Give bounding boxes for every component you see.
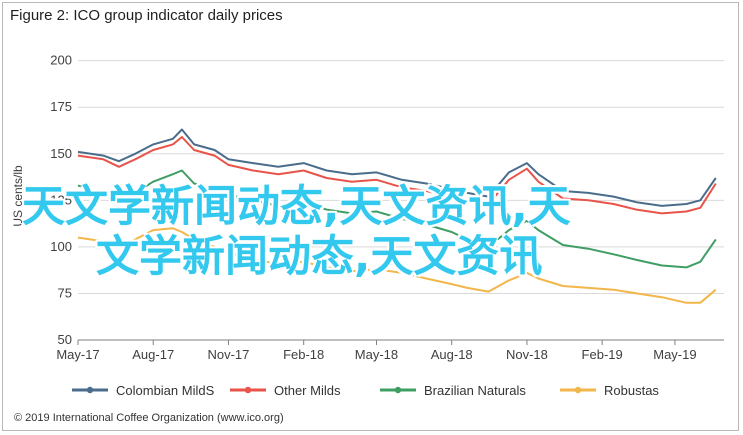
x-tick-label: Nov-18 [506, 347, 548, 362]
legend-label: Other Milds [274, 383, 341, 398]
legend-label: Colombian MildS [116, 383, 215, 398]
x-tick-label: Aug-18 [431, 347, 473, 362]
y-axis-label: US cents/lb [11, 165, 25, 227]
series-line-robustas [77, 227, 717, 304]
x-tick-label: May-17 [56, 347, 99, 362]
series-line-colombian-milds [77, 128, 717, 207]
figure-frame [2, 2, 739, 431]
legend-marker [574, 386, 582, 394]
x-tick-label: May-19 [653, 347, 696, 362]
y-tick-label: 150 [50, 146, 72, 161]
legend-marker [86, 386, 94, 394]
copyright-credit: © 2019 International Coffee Organization… [14, 412, 284, 424]
x-tick-label: May-18 [355, 347, 398, 362]
legend-label: Brazilian Naturals [424, 383, 526, 398]
legend-label: Robustas [604, 383, 659, 398]
y-tick-label: 100 [50, 239, 72, 254]
x-tick-label: Feb-19 [582, 347, 623, 362]
x-tick-label: Aug-17 [132, 347, 174, 362]
legend-marker [244, 386, 252, 394]
y-tick-label: 75 [58, 285, 72, 300]
x-tick-label: Nov-17 [207, 347, 249, 362]
legend-marker [394, 386, 402, 394]
y-tick-label: 125 [50, 192, 72, 207]
y-tick-label: 200 [50, 53, 72, 68]
x-tick-label: Feb-18 [283, 347, 324, 362]
chart-title: Figure 2: ICO group indicator daily pric… [10, 7, 283, 24]
y-tick-label: 50 [58, 332, 72, 347]
series-line-other-milds [77, 136, 717, 215]
y-tick-label: 175 [50, 99, 72, 114]
series-line-brazilian-naturals [77, 169, 717, 269]
